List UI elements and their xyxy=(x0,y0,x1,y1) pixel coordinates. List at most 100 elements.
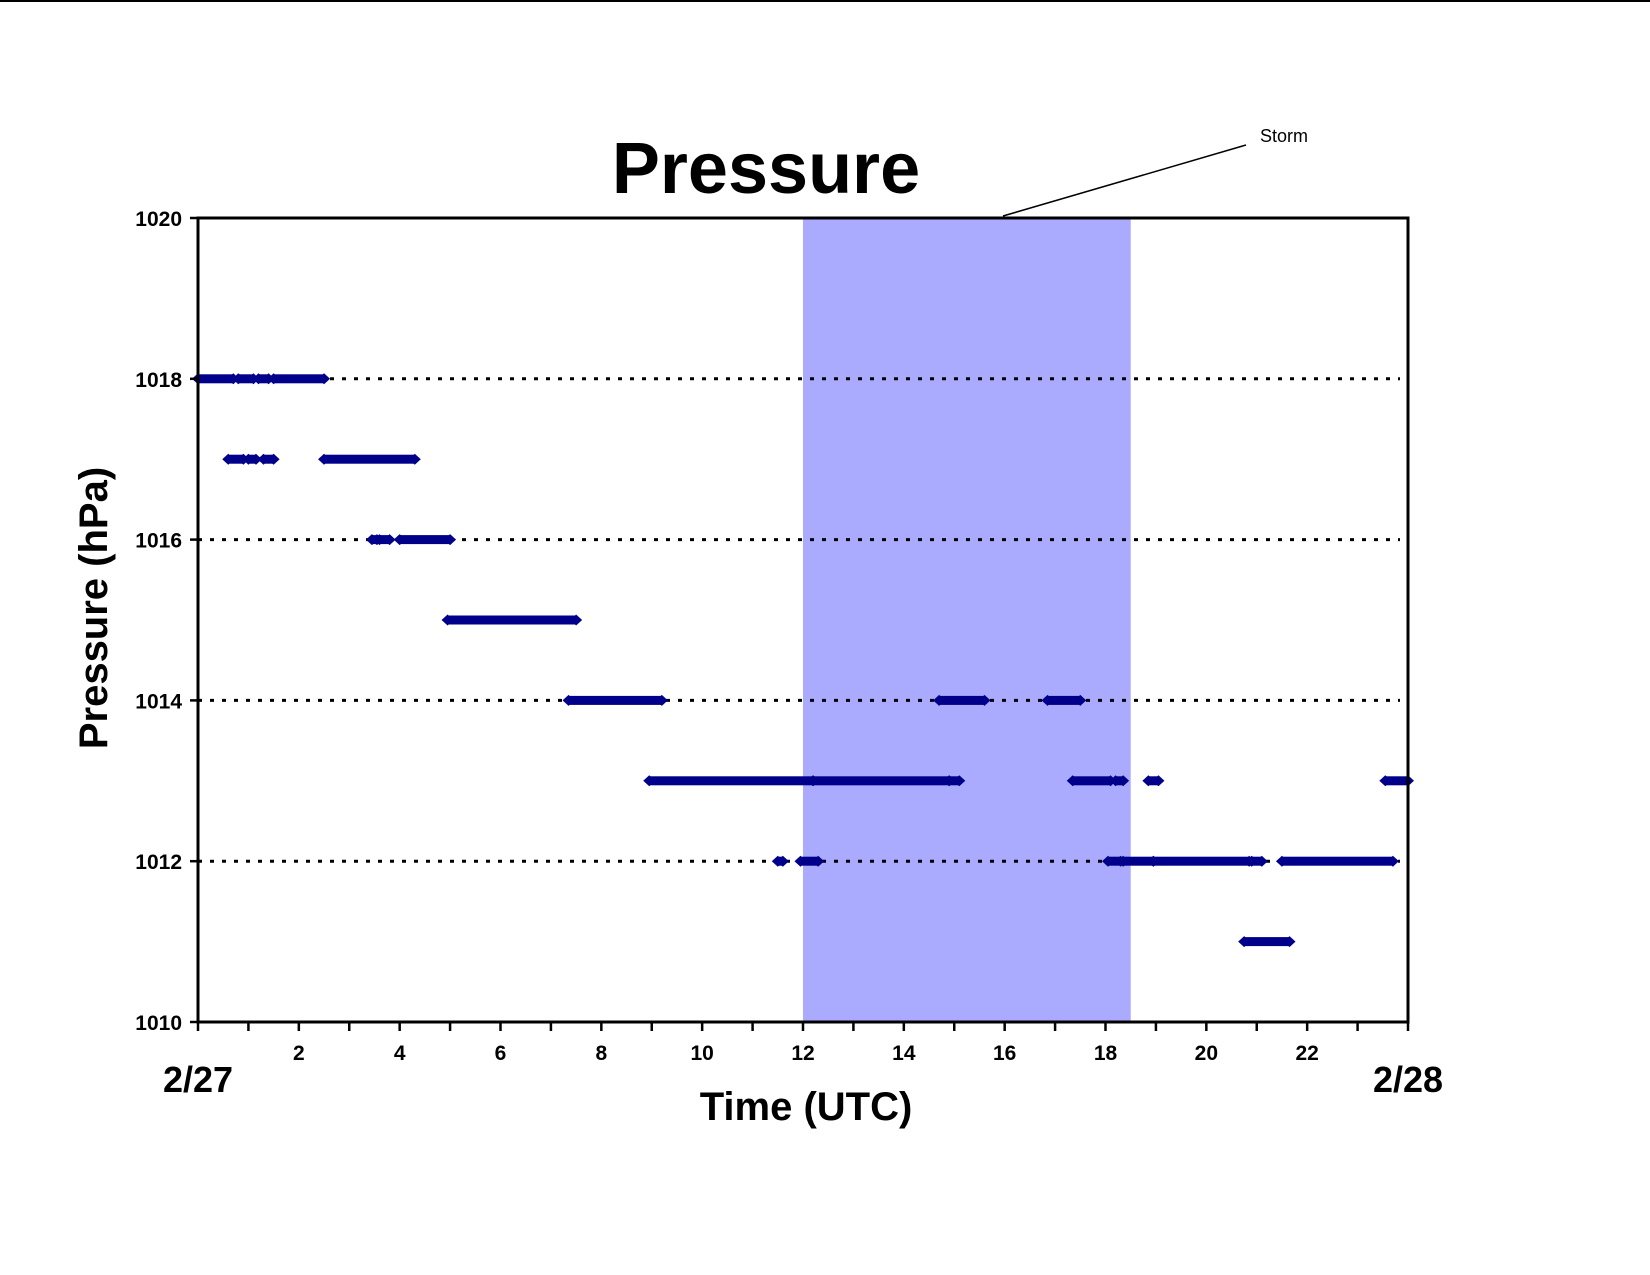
data-point xyxy=(570,614,583,626)
data-point xyxy=(1117,775,1130,787)
data-point xyxy=(1386,855,1399,867)
data-run xyxy=(1142,775,1165,787)
data-point xyxy=(1117,855,1130,867)
data-point xyxy=(978,694,991,706)
data-point xyxy=(318,373,331,385)
data-point xyxy=(1152,775,1165,787)
data-point xyxy=(794,855,807,867)
data-run-body xyxy=(238,374,254,384)
y-tick-label: 1018 xyxy=(135,369,182,392)
data-run-body xyxy=(228,454,244,464)
data-point xyxy=(1255,855,1268,867)
data-point xyxy=(1275,855,1288,867)
x-axis-title: Time (UTC) xyxy=(700,1085,913,1129)
x-tick-label: 2 xyxy=(293,1042,305,1065)
data-point xyxy=(953,775,966,787)
data-run-body xyxy=(1153,856,1250,866)
data-point xyxy=(643,775,656,787)
data-run xyxy=(257,453,280,465)
data-point xyxy=(408,453,421,465)
data-point xyxy=(1074,694,1087,706)
date-label-start: 2/27 xyxy=(163,1059,233,1100)
data-run-body xyxy=(1072,776,1111,786)
y-tick-label: 1012 xyxy=(135,851,182,874)
data-run-body xyxy=(447,615,577,625)
data-run xyxy=(943,775,966,787)
data-point xyxy=(222,453,235,465)
data-point xyxy=(933,694,946,706)
data-run xyxy=(441,614,583,626)
y-axis-title: Pressure (hPa) xyxy=(72,467,116,749)
y-tick-label: 1010 xyxy=(135,1012,182,1035)
data-run-body xyxy=(568,695,662,705)
data-run-body xyxy=(1281,856,1393,866)
data-point xyxy=(1102,855,1115,867)
y-tick-label: 1020 xyxy=(135,208,182,231)
storm-leader-line xyxy=(1002,144,1247,217)
data-point xyxy=(1142,775,1155,787)
data-point xyxy=(267,453,280,465)
storm-band-layer xyxy=(803,218,1131,1022)
data-point xyxy=(1041,694,1054,706)
data-point xyxy=(373,534,386,546)
data-point xyxy=(562,694,575,706)
storm-annotation-label: Storm xyxy=(1260,126,1308,146)
x-tick-label: 22 xyxy=(1295,1042,1318,1065)
data-series xyxy=(192,373,1414,948)
data-point xyxy=(1147,855,1160,867)
data-run-body xyxy=(399,535,451,545)
storm-band xyxy=(803,218,1131,1022)
data-run xyxy=(318,453,421,465)
gridlines xyxy=(198,377,1400,863)
data-run xyxy=(1379,775,1414,787)
data-point xyxy=(1379,775,1392,787)
data-run-body xyxy=(273,374,325,384)
x-tick-label: 10 xyxy=(690,1042,713,1065)
data-run xyxy=(794,855,825,867)
x-tick-label: 6 xyxy=(495,1042,507,1065)
x-tick-label: 12 xyxy=(791,1042,814,1065)
data-point xyxy=(1245,855,1258,867)
axis-ticks: 2 4 6 8 10 12 14 16 18 20 221010101210141016101810… xyxy=(135,208,1410,1065)
data-run xyxy=(933,694,991,706)
data-run xyxy=(1109,775,1130,787)
data-point xyxy=(318,453,331,465)
x-tick-label: 20 xyxy=(1195,1042,1218,1065)
data-run-body xyxy=(1123,856,1154,866)
data-run-body xyxy=(800,856,819,866)
data-run-body xyxy=(324,454,415,464)
data-run xyxy=(562,694,668,706)
data-run-body xyxy=(1047,695,1081,705)
data-point xyxy=(1066,775,1079,787)
data-run xyxy=(643,775,820,787)
x-tick-label: 4 xyxy=(394,1042,406,1065)
data-point xyxy=(444,534,457,546)
data-point xyxy=(655,694,668,706)
data-run xyxy=(1245,855,1268,867)
page-top-rule xyxy=(0,0,1650,2)
data-point xyxy=(383,534,396,546)
x-tick-label: 16 xyxy=(993,1042,1016,1065)
data-run xyxy=(1275,855,1399,867)
data-point xyxy=(812,855,825,867)
data-run xyxy=(242,453,262,465)
x-tick-label: 8 xyxy=(595,1042,607,1065)
y-tick-label: 1014 xyxy=(135,690,182,713)
data-run xyxy=(771,855,789,867)
data-point xyxy=(393,534,406,546)
chart-title: Pressure xyxy=(612,129,920,209)
data-run xyxy=(373,534,396,546)
data-run xyxy=(393,534,457,546)
data-point xyxy=(943,775,956,787)
data-point xyxy=(807,775,820,787)
data-point xyxy=(249,453,262,465)
data-run-body xyxy=(1385,776,1408,786)
date-label-end: 2/28 xyxy=(1373,1059,1443,1100)
y-tick-label: 1016 xyxy=(135,530,182,553)
data-run xyxy=(1041,694,1087,706)
data-run-body xyxy=(813,776,950,786)
data-point xyxy=(252,373,265,385)
data-run-body xyxy=(649,776,814,786)
data-point xyxy=(776,855,789,867)
data-run-body xyxy=(939,695,985,705)
